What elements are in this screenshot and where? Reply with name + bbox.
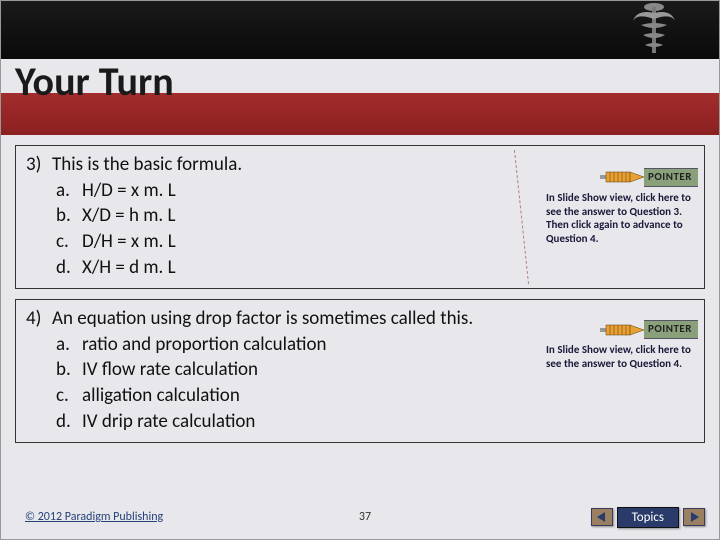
question-block-4: 4) An equation using drop factor is some… [15, 299, 705, 443]
syringe-icon [600, 168, 644, 186]
option-text: D/H = x m. L [82, 229, 176, 255]
pointer-callout-4[interactable]: POINTER In Slide Show view, click here t… [546, 320, 698, 370]
option-letter: d. [56, 409, 82, 435]
option-text: IV flow rate calculation [82, 357, 258, 383]
option-letter: b. [56, 203, 82, 229]
option-text: alligation calculation [82, 383, 240, 409]
question-text: This is the basic formula. [52, 152, 242, 178]
syringe-icon [600, 321, 644, 339]
option-letter: b. [56, 357, 82, 383]
option-letter: a. [56, 332, 82, 358]
top-bar [1, 1, 719, 59]
chevron-right-icon [687, 511, 701, 523]
topics-button[interactable]: Topics [617, 507, 679, 528]
next-button[interactable] [683, 508, 705, 526]
option-text: X/H = d m. L [82, 255, 176, 281]
pointer-label: POINTER [644, 320, 698, 339]
prev-button[interactable] [591, 508, 613, 526]
option-letter: a. [56, 178, 82, 204]
chevron-left-icon [595, 511, 609, 523]
caduceus-emblem [619, 3, 689, 59]
slide-title: Your Turn [15, 57, 174, 106]
content-area: 3) This is the basic formula. a.H/D = x … [15, 145, 705, 495]
slide: Your Turn 3) This is the basic formula. … [0, 0, 720, 540]
question-block-3: 3) This is the basic formula. a.H/D = x … [15, 145, 705, 289]
nav-controls: Topics [591, 507, 705, 528]
question-number: 3) [26, 152, 52, 178]
option-letter: d. [56, 255, 82, 281]
pointer-text: In Slide Show view, click here to see th… [546, 191, 698, 246]
option-text: ratio and proportion calculation [82, 332, 326, 358]
pointer-label: POINTER [644, 168, 698, 187]
option-letter: c. [56, 229, 82, 255]
question-text: An equation using drop factor is sometim… [52, 306, 473, 332]
question-number: 4) [26, 306, 52, 332]
option-text: H/D = x m. L [82, 178, 176, 204]
option-text: X/D = h m. L [82, 203, 175, 229]
slide-footer: © 2012 Paradigm Publishing 37 Topics [25, 501, 705, 533]
option-text: IV drip rate calculation [82, 409, 255, 435]
pointer-callout-3[interactable]: POINTER In Slide Show view, click here t… [546, 168, 698, 246]
pointer-text: In Slide Show view, click here to see th… [546, 343, 698, 371]
option-letter: c. [56, 383, 82, 409]
